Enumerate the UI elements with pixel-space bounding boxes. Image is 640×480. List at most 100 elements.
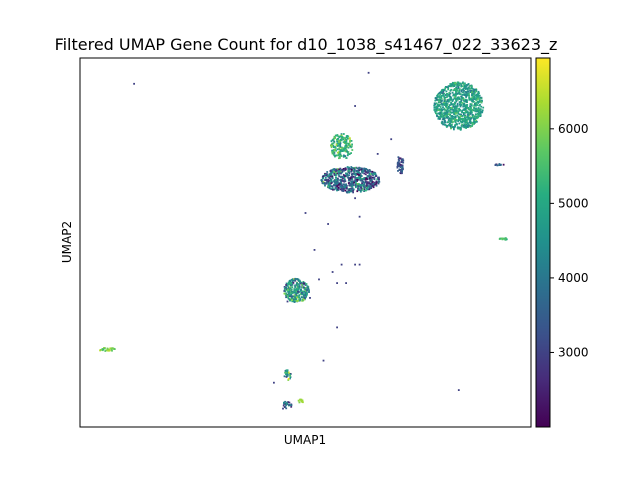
scatter-point [470, 87, 473, 89]
scatter-point [327, 223, 329, 225]
scatter-point [337, 170, 340, 173]
scatter-point [368, 173, 371, 176]
scatter-point [363, 188, 366, 190]
scatter-point [351, 184, 353, 186]
scatter-point [341, 137, 344, 140]
scatter-point [465, 106, 468, 109]
scatter-point [442, 108, 445, 111]
scatter-point [480, 99, 483, 102]
scatter-point [451, 123, 453, 126]
scatter-point [336, 151, 339, 154]
scatter-point [454, 88, 457, 90]
y-axis-label: UMAP2 [60, 221, 74, 263]
scatter-point [452, 89, 455, 92]
scatter-point [465, 91, 468, 94]
scatter-point [445, 126, 448, 128]
scatter-point [446, 93, 448, 95]
scatter-point [444, 109, 447, 111]
scatter-point [473, 107, 476, 110]
scatter-point [444, 94, 447, 96]
scatter-point [475, 103, 478, 105]
scatter-point [354, 178, 357, 180]
scatter-point [341, 185, 344, 188]
scatter-point [359, 189, 362, 192]
scatter-point [342, 155, 345, 158]
scatter-point [354, 105, 356, 107]
scatter-point [282, 404, 285, 407]
scatter-point [448, 113, 450, 115]
scatter-point [294, 294, 297, 296]
scatter-point [461, 102, 464, 104]
scatter-point [472, 109, 475, 112]
scatter-point [453, 128, 455, 131]
scatter-point [433, 102, 436, 105]
scatter-point [504, 237, 507, 239]
scatter-point [344, 175, 346, 177]
scatter-point [330, 179, 332, 182]
scatter-point [111, 349, 113, 352]
scatter-point [452, 117, 455, 120]
scatter-point [350, 189, 353, 192]
scatter-point [439, 109, 442, 112]
scatter-point [448, 98, 451, 101]
scatter-point [324, 179, 326, 181]
scatter-point [457, 108, 460, 111]
scatter-point [305, 294, 308, 297]
scatter-point [349, 177, 352, 180]
scatter-point [344, 167, 347, 169]
scatter-point [347, 177, 350, 179]
scatter-point [446, 96, 448, 99]
scatter-point [329, 172, 332, 174]
scatter-point [339, 142, 342, 145]
scatter-point [398, 164, 401, 167]
scatter-point [336, 172, 338, 175]
scatter-point [346, 154, 349, 157]
scatter-point [469, 120, 472, 123]
scatter-point [369, 178, 371, 181]
scatter-point [355, 166, 358, 169]
scatter-point [369, 185, 372, 188]
scatter-point [446, 100, 449, 103]
scatter-point [473, 118, 476, 120]
scatter-point [463, 119, 466, 122]
scatter-point [298, 294, 301, 297]
scatter-point [339, 143, 342, 146]
scatter-point [288, 401, 291, 404]
scatter-point [289, 279, 292, 282]
scatter-point [350, 152, 352, 154]
scatter-point [455, 100, 458, 103]
scatter-point [460, 127, 462, 129]
scatter-point [355, 186, 357, 189]
scatter-point [109, 347, 112, 350]
scatter-point [287, 296, 289, 299]
scatter-point [333, 173, 336, 176]
scatter-point [329, 175, 332, 177]
scatter-point [331, 181, 333, 183]
scatter-point [457, 82, 460, 85]
scatter-point [467, 122, 469, 125]
scatter-point [331, 271, 334, 273]
scatter-point [447, 107, 450, 110]
scatter-point [450, 121, 452, 123]
scatter-point [457, 84, 460, 87]
scatter-point [325, 182, 328, 185]
scatter-point [440, 121, 443, 124]
scatter-point [446, 111, 449, 113]
scatter-point [460, 90, 463, 93]
scatter-point [339, 157, 341, 159]
scatter-point [437, 115, 440, 118]
scatter-point [366, 178, 369, 181]
scatter-point [372, 174, 374, 177]
scatter-point [437, 117, 440, 120]
scatter-point [477, 112, 480, 115]
scatter-point [330, 173, 332, 176]
scatter-point [440, 91, 443, 94]
scatter-point [451, 115, 454, 117]
scatter-point [399, 168, 402, 171]
scatter-point [368, 188, 371, 191]
scatter-point [285, 286, 287, 289]
scatter-point [462, 125, 465, 128]
scatter-point [478, 99, 481, 102]
scatter-point [448, 122, 451, 125]
scatter-point [334, 145, 337, 148]
